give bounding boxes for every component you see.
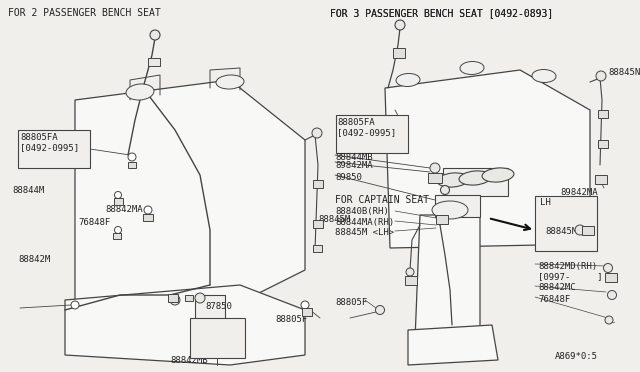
Ellipse shape [432,201,468,219]
Text: 76848F: 76848F [538,295,570,304]
Ellipse shape [216,75,244,89]
Bar [302,308,312,316]
Text: [0492-0995]: [0492-0995] [337,128,396,137]
Polygon shape [385,70,590,248]
Text: 89850: 89850 [335,173,362,182]
Circle shape [395,20,405,30]
Circle shape [195,293,205,303]
Text: 87850: 87850 [205,302,232,311]
Ellipse shape [482,168,514,182]
Circle shape [406,268,414,276]
Text: LH: LH [540,198,551,207]
Bar [18,130,90,168]
Bar [195,295,225,330]
Bar [313,180,323,188]
Bar [393,48,405,58]
Text: 89842MA: 89842MA [560,188,598,197]
Text: 88805F: 88805F [335,298,367,307]
Ellipse shape [460,61,484,74]
Bar [605,273,617,282]
Bar [168,294,178,302]
Bar [128,162,136,168]
Circle shape [115,227,122,234]
Circle shape [607,291,616,299]
Circle shape [71,301,79,309]
Bar [428,173,442,183]
Ellipse shape [126,84,154,100]
Text: A869*0:5: A869*0:5 [555,352,598,361]
Bar [113,233,121,239]
Circle shape [128,153,136,161]
Text: 76848F: 76848F [78,218,110,227]
Text: 88845M: 88845M [545,227,577,236]
Circle shape [312,128,322,138]
Bar [313,220,323,228]
Text: 88845N: 88845N [608,68,640,77]
Circle shape [604,263,612,273]
Text: 88805FA: 88805FA [20,133,58,142]
Text: FOR 3 PASSENGER BENCH SEAT [0492-0893]: FOR 3 PASSENGER BENCH SEAT [0492-0893] [330,8,553,18]
Text: FOR CAPTAIN SEAT: FOR CAPTAIN SEAT [335,195,429,205]
Text: 88844MB: 88844MB [335,153,372,162]
Bar [436,215,448,224]
Text: [0997-     ]: [0997- ] [538,272,602,281]
Bar [598,140,608,148]
Text: 88842MA: 88842MA [105,205,143,214]
Text: FOR 3 PASSENGER BENCH SEAT [0492-0893]: FOR 3 PASSENGER BENCH SEAT [0492-0893] [330,8,553,18]
Bar [313,245,322,252]
Bar [598,110,608,118]
Polygon shape [408,325,498,365]
Text: 88842MD(RH): 88842MD(RH) [538,262,597,271]
Bar [405,276,417,285]
Ellipse shape [459,171,491,185]
Text: 88845M: 88845M [318,215,350,224]
Bar [185,295,193,301]
Bar [435,195,480,217]
Text: 88842MB: 88842MB [170,356,207,365]
Text: 88840B(RH): 88840B(RH) [335,207,388,216]
Text: 88842M: 88842M [18,255,51,264]
Circle shape [440,186,449,195]
Circle shape [301,301,309,309]
Bar [114,198,123,205]
Bar [595,175,607,184]
Text: [0492-0995]: [0492-0995] [20,143,79,152]
Text: 88844MA(RH): 88844MA(RH) [335,218,394,227]
Circle shape [144,206,152,214]
Circle shape [170,295,180,305]
Bar [148,58,160,66]
Ellipse shape [396,74,420,87]
Circle shape [150,30,160,40]
Text: 88805FA: 88805FA [337,118,374,127]
Text: 88805F: 88805F [275,315,307,324]
Circle shape [605,316,613,324]
Ellipse shape [532,70,556,83]
Bar [443,168,508,196]
Text: 88844M: 88844M [12,186,44,195]
Bar [582,226,594,235]
Bar [535,196,597,251]
Bar [143,214,153,221]
Text: 88842MC: 88842MC [538,283,575,292]
Text: 89842MA: 89842MA [335,161,372,170]
Circle shape [596,71,606,81]
Text: 88845M <LH>: 88845M <LH> [335,228,394,237]
Polygon shape [415,215,480,340]
Circle shape [115,192,122,199]
Polygon shape [75,80,305,310]
Circle shape [430,163,440,173]
Circle shape [575,225,585,235]
Circle shape [376,305,385,314]
Bar [336,115,408,153]
Polygon shape [65,285,305,365]
Text: FOR 2 PASSENGER BENCH SEAT: FOR 2 PASSENGER BENCH SEAT [8,8,161,18]
Bar [190,318,245,358]
Ellipse shape [437,173,469,187]
